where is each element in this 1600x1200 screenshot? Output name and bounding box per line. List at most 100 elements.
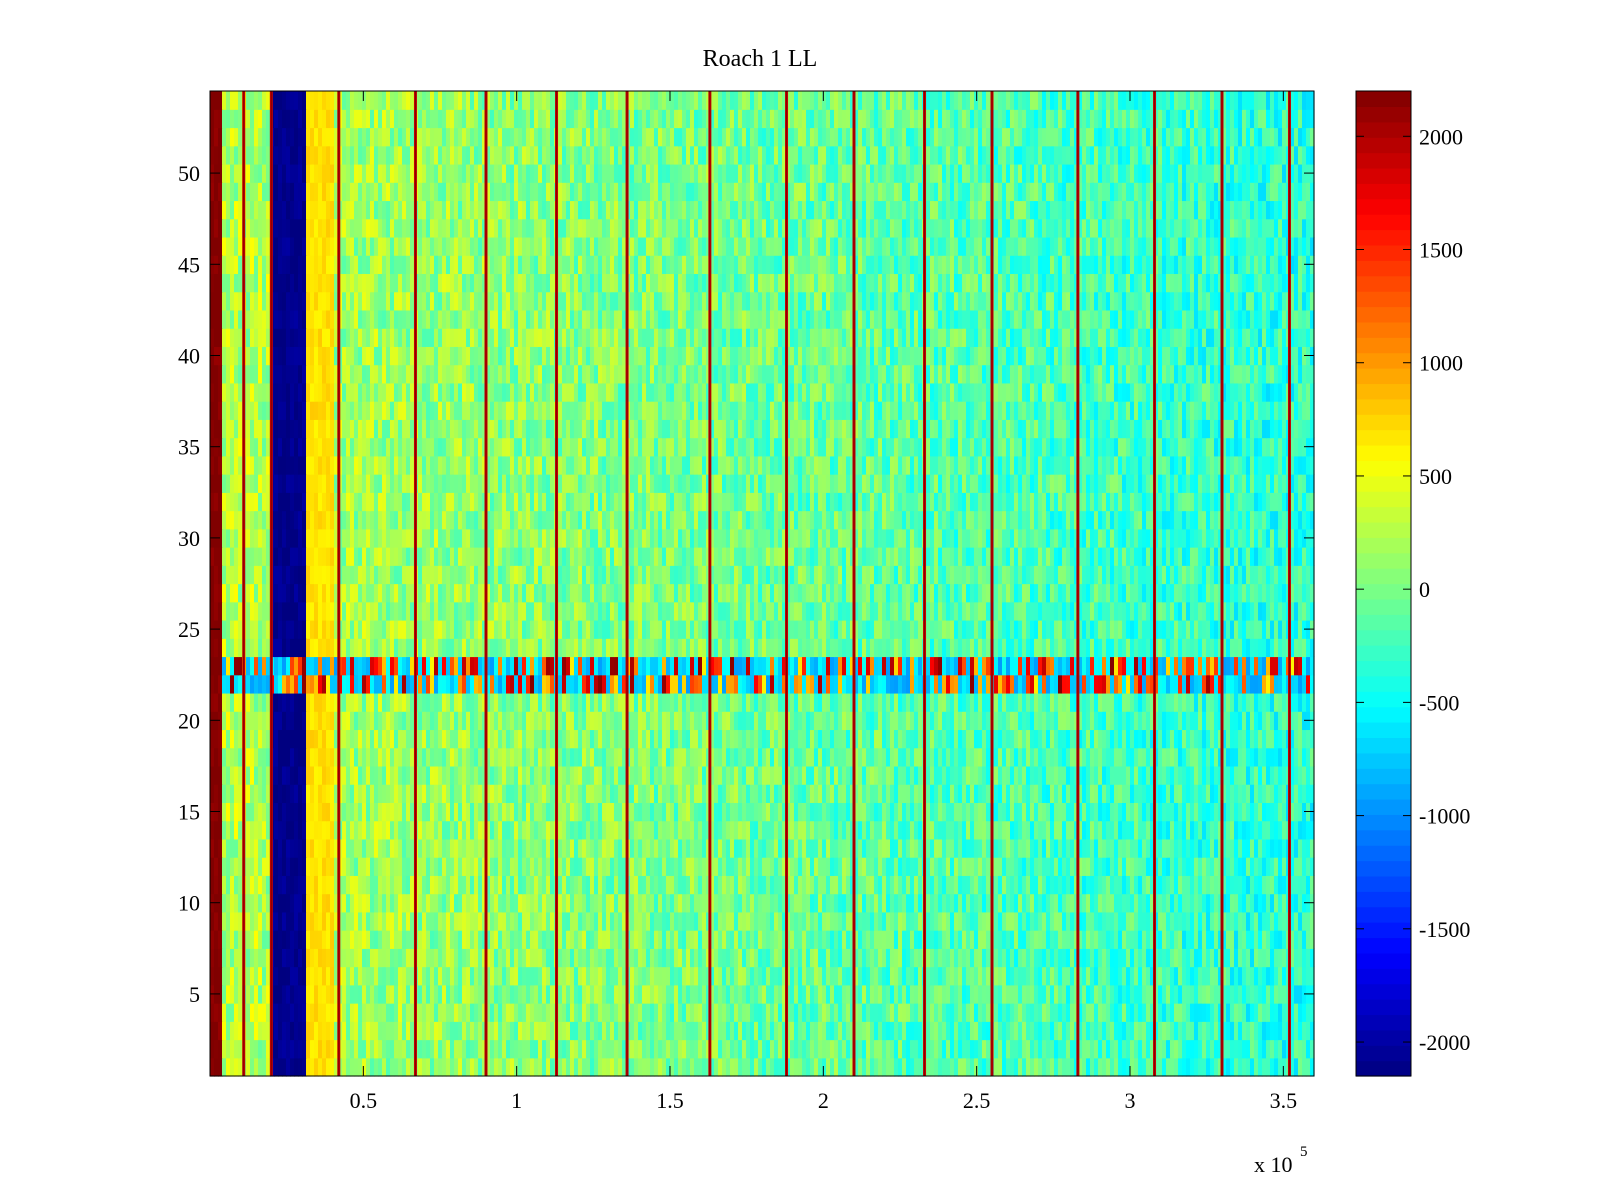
heatmap-cell xyxy=(834,1003,839,1022)
heatmap-cell xyxy=(974,911,979,931)
heatmap-cell xyxy=(290,911,295,931)
heatmap-cell xyxy=(698,1003,703,1022)
heatmap-cell xyxy=(1050,802,1055,822)
heatmap-cell xyxy=(1106,948,1111,968)
heatmap-cell xyxy=(1178,948,1183,968)
heatmap-cell xyxy=(534,930,539,949)
heatmap-cell xyxy=(818,1039,823,1059)
heatmap-cell xyxy=(650,765,655,785)
heatmap-cell xyxy=(590,857,595,876)
heatmap-cell xyxy=(870,802,875,822)
heatmap-cell xyxy=(650,984,655,1004)
heatmap-cell xyxy=(770,966,775,986)
heatmap-cell xyxy=(966,1003,971,1022)
heatmap-cell xyxy=(1222,875,1227,895)
heatmap-cell xyxy=(246,765,251,785)
heatmap-cell xyxy=(226,966,231,986)
heatmap-cell xyxy=(410,984,415,1004)
heatmap-cell xyxy=(1278,984,1283,1004)
heatmap-cell xyxy=(222,747,227,767)
heatmap-cell xyxy=(1006,838,1011,858)
heatmap-cell xyxy=(498,820,503,840)
heatmap-cell xyxy=(1118,747,1123,767)
heatmap-cell xyxy=(982,948,987,968)
heatmap-cell xyxy=(582,747,587,767)
heatmap-cell xyxy=(230,857,235,876)
heatmap-cell xyxy=(842,747,847,767)
heatmap-cell xyxy=(450,911,455,931)
heatmap-cell xyxy=(1042,893,1047,913)
heatmap-cell xyxy=(1038,948,1043,968)
heatmap-cell xyxy=(894,1057,899,1077)
heatmap-cell xyxy=(1150,802,1155,822)
heatmap-cell xyxy=(482,893,487,913)
heatmap-cell xyxy=(838,1057,843,1077)
heatmap-cell xyxy=(558,1021,563,1041)
heatmap-cell xyxy=(314,984,319,1004)
heatmap-cell xyxy=(1094,930,1099,949)
heatmap-cell xyxy=(434,893,439,913)
heatmap-cell xyxy=(998,966,1003,986)
heatmap-cell xyxy=(682,875,687,895)
heatmap-cell xyxy=(1154,1039,1159,1059)
heatmap-cell xyxy=(390,857,395,876)
heatmap-cell xyxy=(374,911,379,931)
heatmap-cell xyxy=(966,857,971,876)
heatmap-cell xyxy=(1222,1039,1227,1059)
heatmap-cell xyxy=(706,1003,711,1022)
heatmap-cell xyxy=(914,1003,919,1022)
heatmap-cell xyxy=(906,1003,911,1022)
heatmap-cell xyxy=(390,820,395,840)
heatmap-cell xyxy=(226,875,231,895)
heatmap-cell xyxy=(586,966,591,986)
heatmap-cell xyxy=(254,1003,259,1022)
heatmap-cell xyxy=(778,1057,783,1077)
heatmap-cells xyxy=(210,91,1315,1077)
heatmap-cell xyxy=(294,820,299,840)
heatmap-cell xyxy=(562,838,567,858)
heatmap-cell xyxy=(994,857,999,876)
heatmap-cell xyxy=(778,820,783,840)
heatmap-cell xyxy=(706,784,711,803)
heatmap-cell xyxy=(1242,784,1247,803)
heatmap-cell xyxy=(1122,930,1127,949)
heatmap-cell xyxy=(998,1003,1003,1022)
heatmap-cell xyxy=(878,838,883,858)
heatmap-cell xyxy=(1042,838,1047,858)
heatmap-cell xyxy=(306,784,311,803)
heatmap-cell xyxy=(1230,966,1235,986)
heatmap-cell xyxy=(782,875,787,895)
heatmap-cell xyxy=(1262,875,1267,895)
heatmap-cell xyxy=(670,1021,675,1041)
heatmap-cell xyxy=(550,838,555,858)
heatmap-cell xyxy=(582,1003,587,1022)
heatmap-cell xyxy=(266,765,271,785)
heatmap-cell xyxy=(598,747,603,767)
heatmap-cell xyxy=(730,1039,735,1059)
heatmap-cell xyxy=(478,1039,483,1059)
heatmap-cell xyxy=(694,802,699,822)
heatmap-cell xyxy=(258,729,263,749)
heatmap-cell xyxy=(1002,1021,1007,1041)
heatmap-cell xyxy=(1130,765,1135,785)
heatmap-cell xyxy=(802,966,807,986)
heatmap-cell xyxy=(962,984,967,1004)
heatmap-cell xyxy=(750,784,755,803)
heatmap-cell xyxy=(1134,838,1139,858)
heatmap-cell xyxy=(826,747,831,767)
heatmap-cell xyxy=(930,1057,935,1077)
heatmap-cell xyxy=(278,875,283,895)
heatmap-cell xyxy=(390,1057,395,1077)
heatmap-cell xyxy=(1026,765,1031,785)
heatmap-cell xyxy=(774,875,779,895)
heatmap-cell xyxy=(842,875,847,895)
heatmap-cell xyxy=(534,984,539,1004)
heatmap-cell xyxy=(282,948,287,968)
heatmap-cell xyxy=(1302,765,1307,785)
heatmap-cell xyxy=(438,747,443,767)
heatmap-cell xyxy=(842,930,847,949)
heatmap-cell xyxy=(878,1021,883,1041)
heatmap-cell xyxy=(686,1021,691,1041)
heatmap-cell xyxy=(1190,765,1195,785)
heatmap-cell xyxy=(370,747,375,767)
